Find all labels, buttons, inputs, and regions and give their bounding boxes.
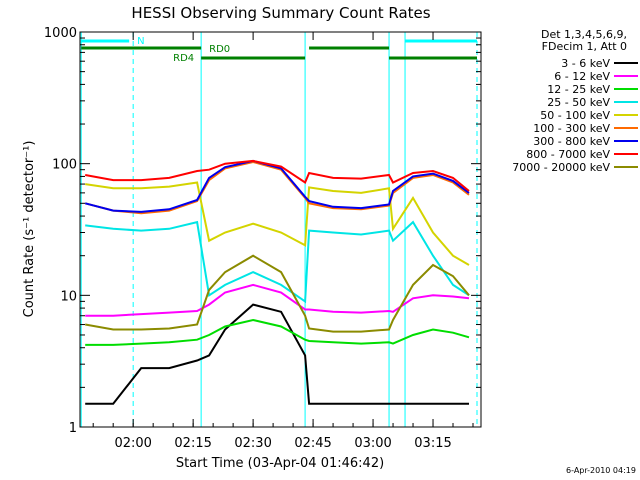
series-line-800-7000 [85, 159, 470, 192]
plot-area: N RD0 RD4 [80, 32, 478, 427]
series-line-7000-20000 [85, 254, 470, 333]
footer-stamp: 6-Apr-2010 04:19 [566, 466, 636, 475]
legend-entry-label: 800 - 7000 keV [526, 148, 610, 161]
x-tick-label: 02:00 [114, 436, 151, 451]
x-axis: 02:00 02:15 02:30 02:45 03:00 03:15 [92, 32, 474, 451]
x-tick-label: 03:00 [354, 436, 391, 451]
legend-entry-label: 7000 - 20000 keV [512, 161, 610, 174]
decimation-label-0: RD0 [209, 44, 230, 55]
legend-entry-label: 50 - 100 keV [540, 109, 610, 122]
series-line-3-6 [85, 303, 469, 405]
y-axis: 1 10 100 1000 [44, 26, 481, 436]
chart-title: HESSI Observing Summary Count Rates [131, 4, 430, 22]
legend-header: FDecim 1, Att 0 [542, 40, 627, 53]
x-tick-label: 03:15 [414, 436, 451, 451]
y-tick-label: 1 [69, 421, 77, 436]
legend-entry-label: 12 - 25 keV [547, 83, 610, 96]
x-tick-label: 02:15 [174, 436, 211, 451]
x-tick-label: 02:45 [294, 436, 331, 451]
attenuator-label: N [137, 36, 144, 47]
y-tick-label: 10 [60, 289, 77, 304]
legend-header: Det 1,3,4,5,6,9, [541, 28, 627, 41]
series-line-12-25 [85, 318, 470, 346]
legend-entry-label: 3 - 6 keV [561, 57, 610, 70]
x-axis-title: Start Time (03-Apr-04 01:46:42) [176, 456, 384, 471]
series-line-6-12 [85, 283, 470, 317]
series-line-25-50 [85, 220, 470, 304]
plot-frame [79, 31, 482, 428]
y-axis-title: Count Rate (s⁻¹ detector⁻¹) [22, 141, 37, 318]
x-tick-label: 02:30 [234, 436, 271, 451]
decimation-label-1: RD4 [173, 53, 194, 64]
legend-entry-label: 300 - 800 keV [533, 135, 610, 148]
legend-entry-label: 6 - 12 keV [554, 70, 610, 83]
y-tick-label: 100 [52, 158, 77, 173]
series-line-300-800 [84, 159, 470, 213]
legend-entry-label: 25 - 50 keV [547, 96, 610, 109]
legend-entry-label: 100 - 300 keV [533, 122, 610, 135]
y-tick-label: 1000 [44, 26, 77, 41]
series-line-50-100 [85, 181, 470, 266]
legend: Det 1,3,4,5,6,9,FDecim 1, Att 0 3 - 6 keV… [512, 28, 638, 174]
